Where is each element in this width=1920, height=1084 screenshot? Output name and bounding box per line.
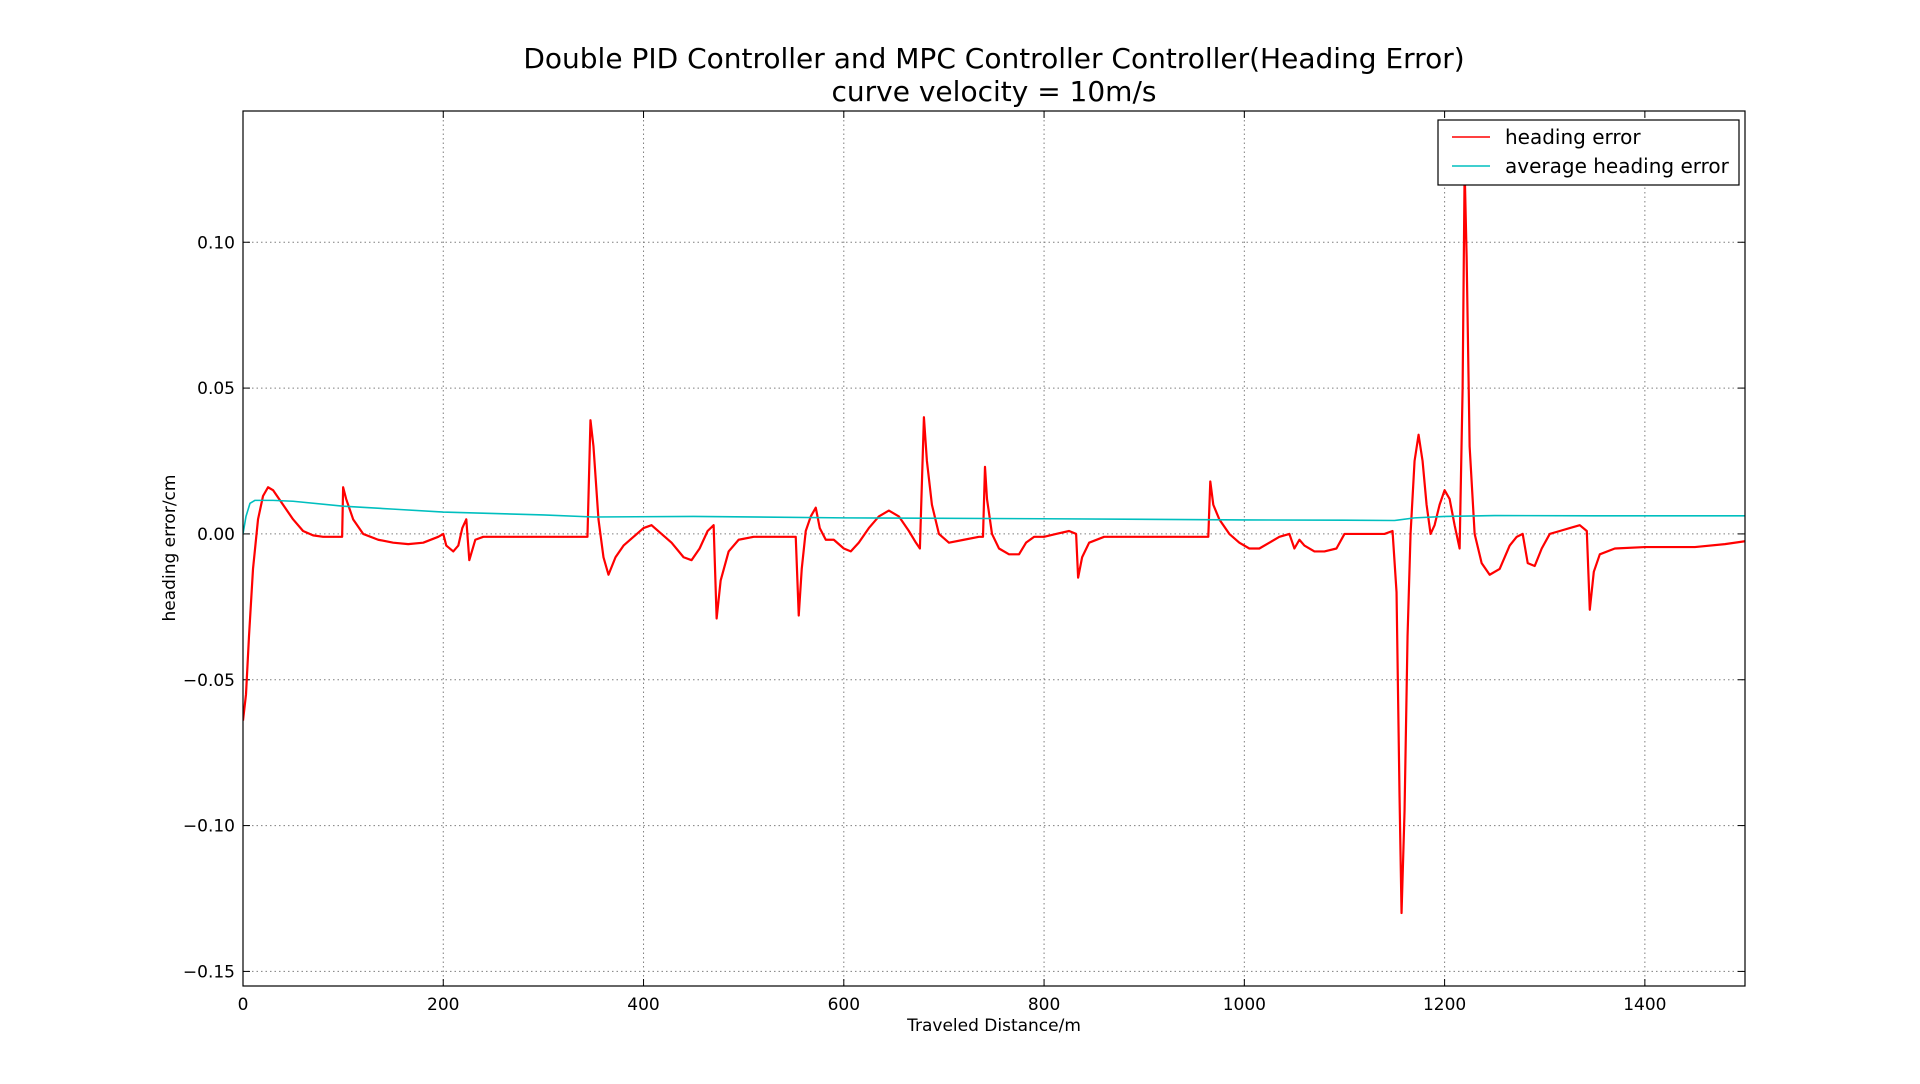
x-axis-label: Traveled Distance/m	[906, 1016, 1081, 1036]
y-axis-label: heading error/cm	[160, 475, 180, 622]
series-line-heading-error	[243, 168, 1745, 915]
x-tick-label: 200	[427, 995, 459, 1015]
legend-label-heading-error: heading error	[1505, 125, 1641, 149]
chart-subtitle: curve velocity = 10m/s	[832, 75, 1157, 108]
axis-ticks: 0 200 400 600 800 1000 1200 1400 −0.15 −0.10 −0.05…	[183, 111, 1745, 1015]
x-tick-label: 800	[1028, 995, 1060, 1015]
x-tick-label: 600	[828, 995, 860, 1015]
y-tick-label: 0.10	[197, 233, 235, 253]
series-line-average-heading-error	[243, 499, 1745, 535]
legend: heading error average heading error	[1437, 119, 1740, 186]
chart-title: Double PID Controller and MPC Controller…	[523, 42, 1464, 75]
x-tick-label: 1400	[1623, 995, 1666, 1015]
y-tick-label: 0.00	[197, 525, 235, 545]
y-tick-label: −0.05	[183, 671, 235, 691]
y-tick-label: −0.15	[183, 962, 235, 982]
series-layer	[243, 168, 1745, 915]
x-tick-label: 1000	[1223, 995, 1266, 1015]
x-tick-label: 400	[627, 995, 659, 1015]
legend-box	[1437, 119, 1740, 186]
legend-label-average-heading-error: average heading error	[1505, 154, 1730, 178]
x-tick-label: 1200	[1423, 995, 1466, 1015]
plot-frame	[242, 110, 1746, 987]
y-tick-label: −0.10	[183, 817, 235, 837]
x-tick-label: 0	[238, 995, 249, 1015]
y-tick-label: 0.05	[197, 379, 235, 399]
